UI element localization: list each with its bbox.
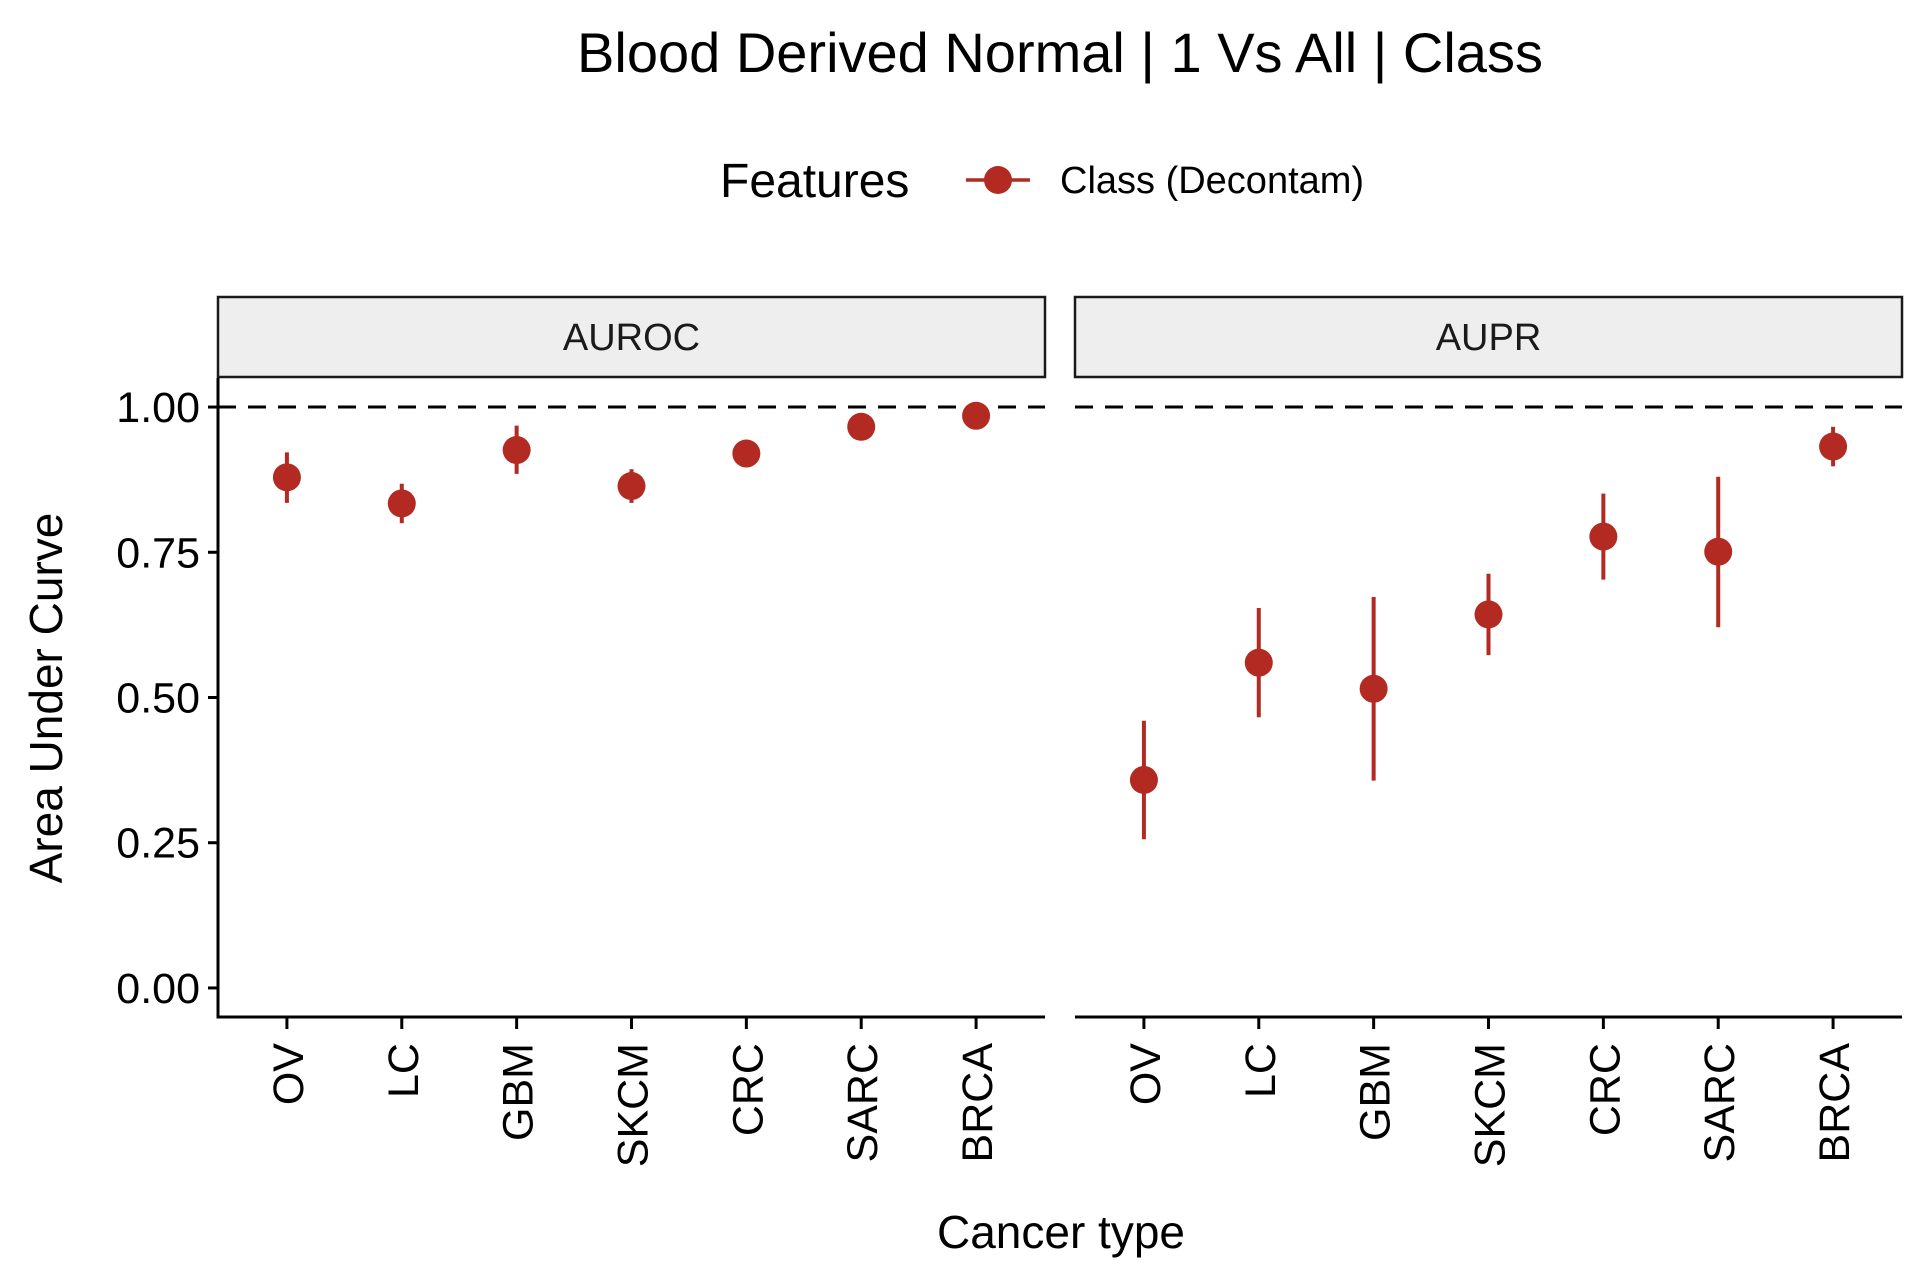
y-axis-title: Area Under Curve — [20, 513, 72, 884]
x-tick-label: BRCA — [1811, 1043, 1859, 1163]
facet-strip-label: AUROC — [563, 317, 700, 359]
data-point — [617, 472, 646, 501]
x-tick-label: SARC — [1696, 1043, 1744, 1162]
data-point — [732, 439, 761, 468]
x-tick-label: BRCA — [954, 1043, 1002, 1163]
chart-title: Blood Derived Normal | 1 Vs All | Class — [577, 21, 1543, 84]
x-tick-label: LC — [1237, 1043, 1285, 1098]
panel-auroc: AUROC 0.00 0.25 0.50 0.75 1.00 OV LC GBM SKCM CRC S… — [116, 295, 1047, 1167]
facet-strip — [1073, 295, 1904, 379]
legend: Features Class (Decontam) — [720, 155, 1364, 208]
x-tick-label: CRC — [724, 1043, 772, 1136]
facet-strip-label: AUPR — [1436, 317, 1542, 359]
x-axis-title: Cancer type — [937, 1206, 1185, 1258]
data-point — [847, 412, 876, 441]
legend-key-point — [984, 166, 1012, 194]
panels: AUROC 0.00 0.25 0.50 0.75 1.00 OV LC GBM SKCM CRC S… — [116, 295, 1904, 1167]
x-tick-label: LC — [380, 1043, 428, 1098]
legend-entry-label: Class (Decontam) — [1060, 160, 1364, 202]
x-tick-label: OV — [265, 1043, 313, 1105]
data-point — [962, 401, 991, 430]
data-point — [1819, 432, 1848, 461]
data-point — [1704, 537, 1733, 566]
data-point — [1129, 765, 1158, 794]
x-tick-label: GBM — [1352, 1043, 1400, 1141]
data-point — [1359, 674, 1388, 703]
x-tick-label: SKCM — [610, 1043, 658, 1167]
x-tick-label: CRC — [1581, 1043, 1629, 1136]
data-point — [1244, 648, 1273, 677]
y-tick-label: 0.50 — [116, 675, 200, 723]
panel-aupr: AUPR OV LC GBM SKCM CRC SARC BRCA — [1073, 295, 1904, 1167]
x-tick-label: GBM — [495, 1043, 543, 1141]
x-tick-label: SARC — [839, 1043, 887, 1162]
y-tick-label: 1.00 — [116, 384, 200, 432]
y-tick-label: 0.75 — [116, 529, 200, 577]
data-point — [1589, 522, 1618, 551]
facet-strip — [216, 295, 1047, 379]
x-tick-label: OV — [1122, 1043, 1170, 1105]
x-tick-label: SKCM — [1467, 1043, 1515, 1167]
data-point — [272, 463, 301, 492]
y-tick-label: 0.25 — [116, 820, 200, 868]
data-point — [1474, 600, 1503, 629]
data-point — [502, 436, 531, 465]
legend-title: Features — [720, 155, 909, 208]
y-tick-label: 0.00 — [116, 965, 200, 1013]
data-point — [387, 489, 416, 518]
